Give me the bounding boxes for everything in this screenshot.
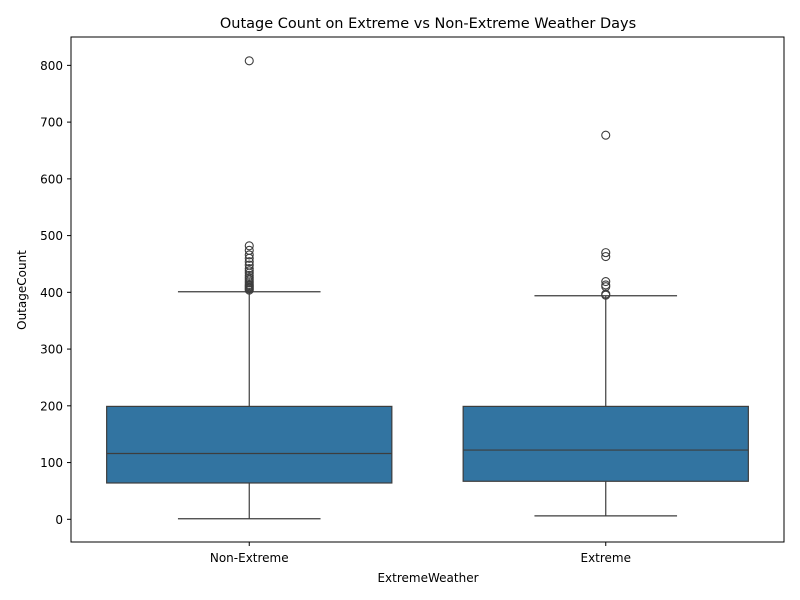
outlier-point-non-extreme [244, 260, 254, 270]
box-extreme [462, 405, 749, 482]
outlier-point-extreme [601, 277, 611, 287]
outlier-point-extreme [601, 252, 611, 262]
x-tick-label-extreme: Extreme [580, 551, 631, 565]
outlier-point-non-extreme [244, 273, 254, 283]
outlier-point-extreme [601, 248, 611, 258]
outlier-point-non-extreme [244, 250, 254, 260]
outlier-point-non-extreme [244, 241, 254, 251]
chart-title: Outage Count on Extreme vs Non-Extreme W… [220, 16, 636, 32]
outlier-point-extreme [601, 130, 611, 140]
y-tick-label: 600 [40, 172, 63, 186]
outlier-point-non-extreme [244, 270, 254, 280]
outlier-point-extreme [601, 289, 611, 299]
plot-frame [70, 36, 785, 543]
y-tick-label: 0 [55, 513, 63, 527]
outlier-point-non-extreme [244, 263, 254, 274]
outlier-point-extreme [601, 280, 611, 290]
y-tick-label: 800 [40, 59, 63, 73]
y-axis-label: OutageCount [15, 250, 29, 330]
x-tick-label-non-extreme: Non-Extreme [210, 551, 289, 565]
box-non-extreme [106, 405, 393, 484]
outlier-point-non-extreme [244, 245, 254, 255]
y-tick-label: 500 [40, 229, 63, 243]
outlier-point-non-extreme [244, 56, 254, 66]
outlier-point-non-extreme [244, 266, 254, 276]
y-tick-label: 400 [40, 286, 63, 300]
y-tick-label: 700 [40, 116, 63, 130]
x-axis-label: ExtremeWeather [377, 571, 478, 585]
plot-area: Non-Extreme Extreme 0 100 200 300 400 500 600 700… [40, 36, 785, 565]
outlier-point-non-extreme [244, 257, 254, 267]
y-tick-label: 300 [40, 343, 63, 357]
y-tick-label: 100 [40, 456, 63, 470]
y-tick-label: 200 [40, 399, 63, 413]
